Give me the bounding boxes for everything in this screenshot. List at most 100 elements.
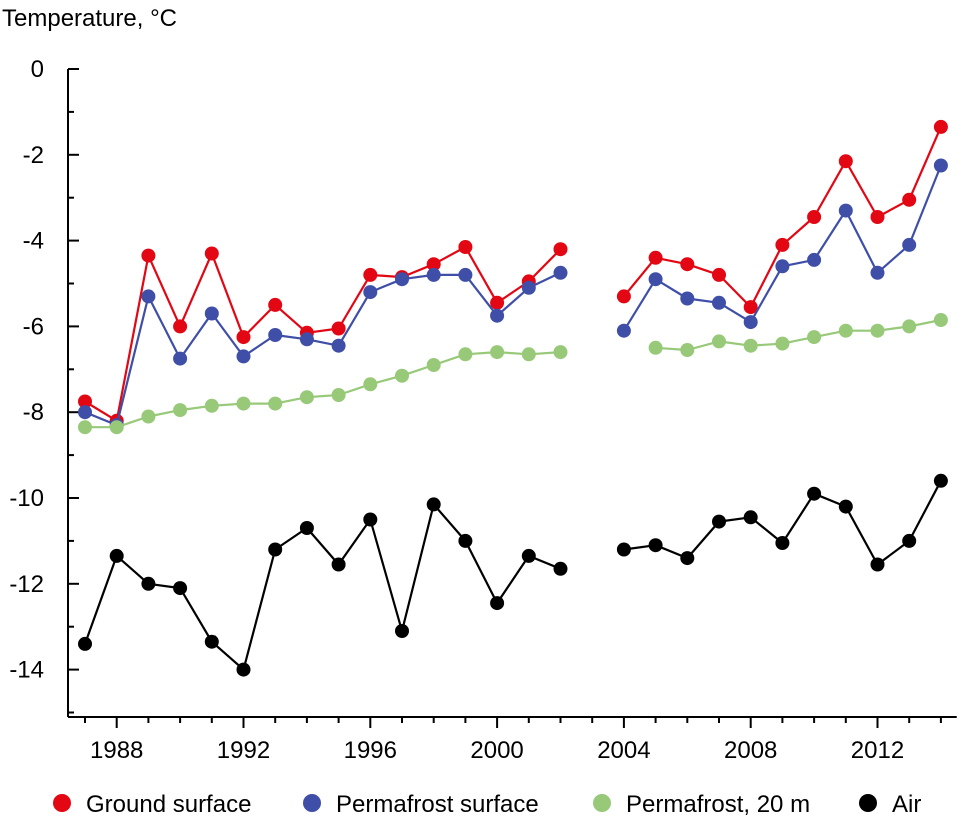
- data-point: [933, 313, 948, 327]
- x-tick-label: 2004: [597, 737, 650, 764]
- series-line: [655, 318, 942, 352]
- data-point: [521, 280, 536, 295]
- series-line: [84, 271, 561, 427]
- data-point: [236, 662, 251, 677]
- data-point: [870, 210, 885, 224]
- data-point: [458, 267, 473, 282]
- series-0: [78, 119, 948, 428]
- data-point: [838, 203, 853, 218]
- data-point: [870, 265, 885, 280]
- y-tick-label: -6: [23, 313, 44, 340]
- series-1: [78, 158, 948, 433]
- data-point: [331, 557, 346, 572]
- legend-marker: [303, 794, 321, 812]
- x-tick-label: 2012: [851, 737, 904, 764]
- y-tick-label: 0: [31, 56, 44, 83]
- data-point: [521, 347, 536, 362]
- data-point: [331, 321, 346, 336]
- data-point: [78, 420, 92, 435]
- data-point: [268, 297, 283, 312]
- data-point: [553, 561, 568, 576]
- data-point: [268, 542, 283, 557]
- data-point: [490, 308, 505, 323]
- legend-item: Permafrost, 20 m: [593, 791, 810, 818]
- data-point: [521, 548, 536, 563]
- legend-label: Ground surface: [86, 791, 251, 818]
- data-point: [458, 347, 473, 362]
- data-point: [78, 405, 92, 420]
- y-axis-title: Temperature, °C: [2, 5, 177, 32]
- data-point: [616, 542, 631, 557]
- data-point: [236, 396, 251, 411]
- y-tick-label: -10: [9, 485, 44, 512]
- data-point: [870, 323, 885, 338]
- data-point: [426, 257, 441, 272]
- y-tick-label: -12: [9, 571, 44, 598]
- y-tick-label: -2: [23, 142, 44, 169]
- data-point: [775, 259, 790, 274]
- data-point: [363, 377, 378, 392]
- legend-marker: [593, 794, 611, 812]
- data-point: [712, 514, 726, 529]
- data-point: [490, 345, 505, 360]
- data-point: [807, 486, 822, 501]
- data-point: [680, 551, 695, 566]
- data-point: [204, 634, 219, 649]
- data-point: [299, 332, 314, 347]
- data-point: [775, 237, 790, 252]
- data-point: [458, 240, 473, 254]
- data-point: [933, 119, 948, 134]
- data-point: [395, 272, 409, 287]
- legend-label: Permafrost surface: [336, 791, 539, 818]
- data-point: [807, 252, 822, 267]
- x-tick-label: 2008: [724, 737, 777, 764]
- data-point: [902, 533, 917, 548]
- data-point: [173, 319, 188, 334]
- series-line: [83, 503, 561, 671]
- data-point: [331, 388, 346, 402]
- x-tick-label: 1992: [217, 737, 270, 764]
- data-point: [775, 536, 790, 550]
- series-line: [623, 480, 942, 566]
- data-point: [141, 248, 156, 263]
- data-point: [426, 358, 441, 372]
- data-point: [331, 338, 346, 353]
- data-point: [743, 315, 758, 330]
- data-point: [173, 581, 188, 596]
- legend-label: Permafrost, 20 m: [626, 791, 810, 818]
- data-point: [616, 289, 631, 304]
- data-point: [363, 285, 378, 300]
- data-point: [712, 334, 726, 349]
- data-point: [807, 330, 822, 345]
- data-point: [173, 351, 188, 366]
- data-point: [236, 349, 251, 364]
- legend-marker: [53, 794, 71, 812]
- data-point: [553, 265, 568, 280]
- series-3: [78, 473, 948, 677]
- data-point: [299, 521, 314, 535]
- data-point: [204, 398, 219, 413]
- data-point: [616, 323, 631, 338]
- data-point: [109, 420, 124, 435]
- series-line: [85, 351, 561, 429]
- data-point: [807, 210, 822, 224]
- data-point: [933, 158, 948, 173]
- legend-marker: [859, 794, 877, 812]
- data-point: [78, 636, 92, 651]
- data-point: [712, 267, 726, 282]
- x-tick-label: 1988: [90, 737, 143, 764]
- data-point: [870, 557, 885, 572]
- data-point: [363, 267, 378, 282]
- data-point: [204, 246, 219, 261]
- series-line: [623, 126, 942, 309]
- data-point: [458, 533, 473, 548]
- data-point: [838, 154, 853, 169]
- data-point: [204, 306, 219, 321]
- data-point: [268, 396, 283, 411]
- axes: 0 -2 -4 -6 -8 -10 -12 -14 1988 1992 1996 2000 2004 20…: [9, 56, 957, 764]
- data-point: [680, 343, 695, 357]
- data-point: [109, 548, 124, 563]
- data-point: [553, 242, 568, 257]
- data-point: [680, 291, 695, 306]
- data-point: [648, 272, 663, 287]
